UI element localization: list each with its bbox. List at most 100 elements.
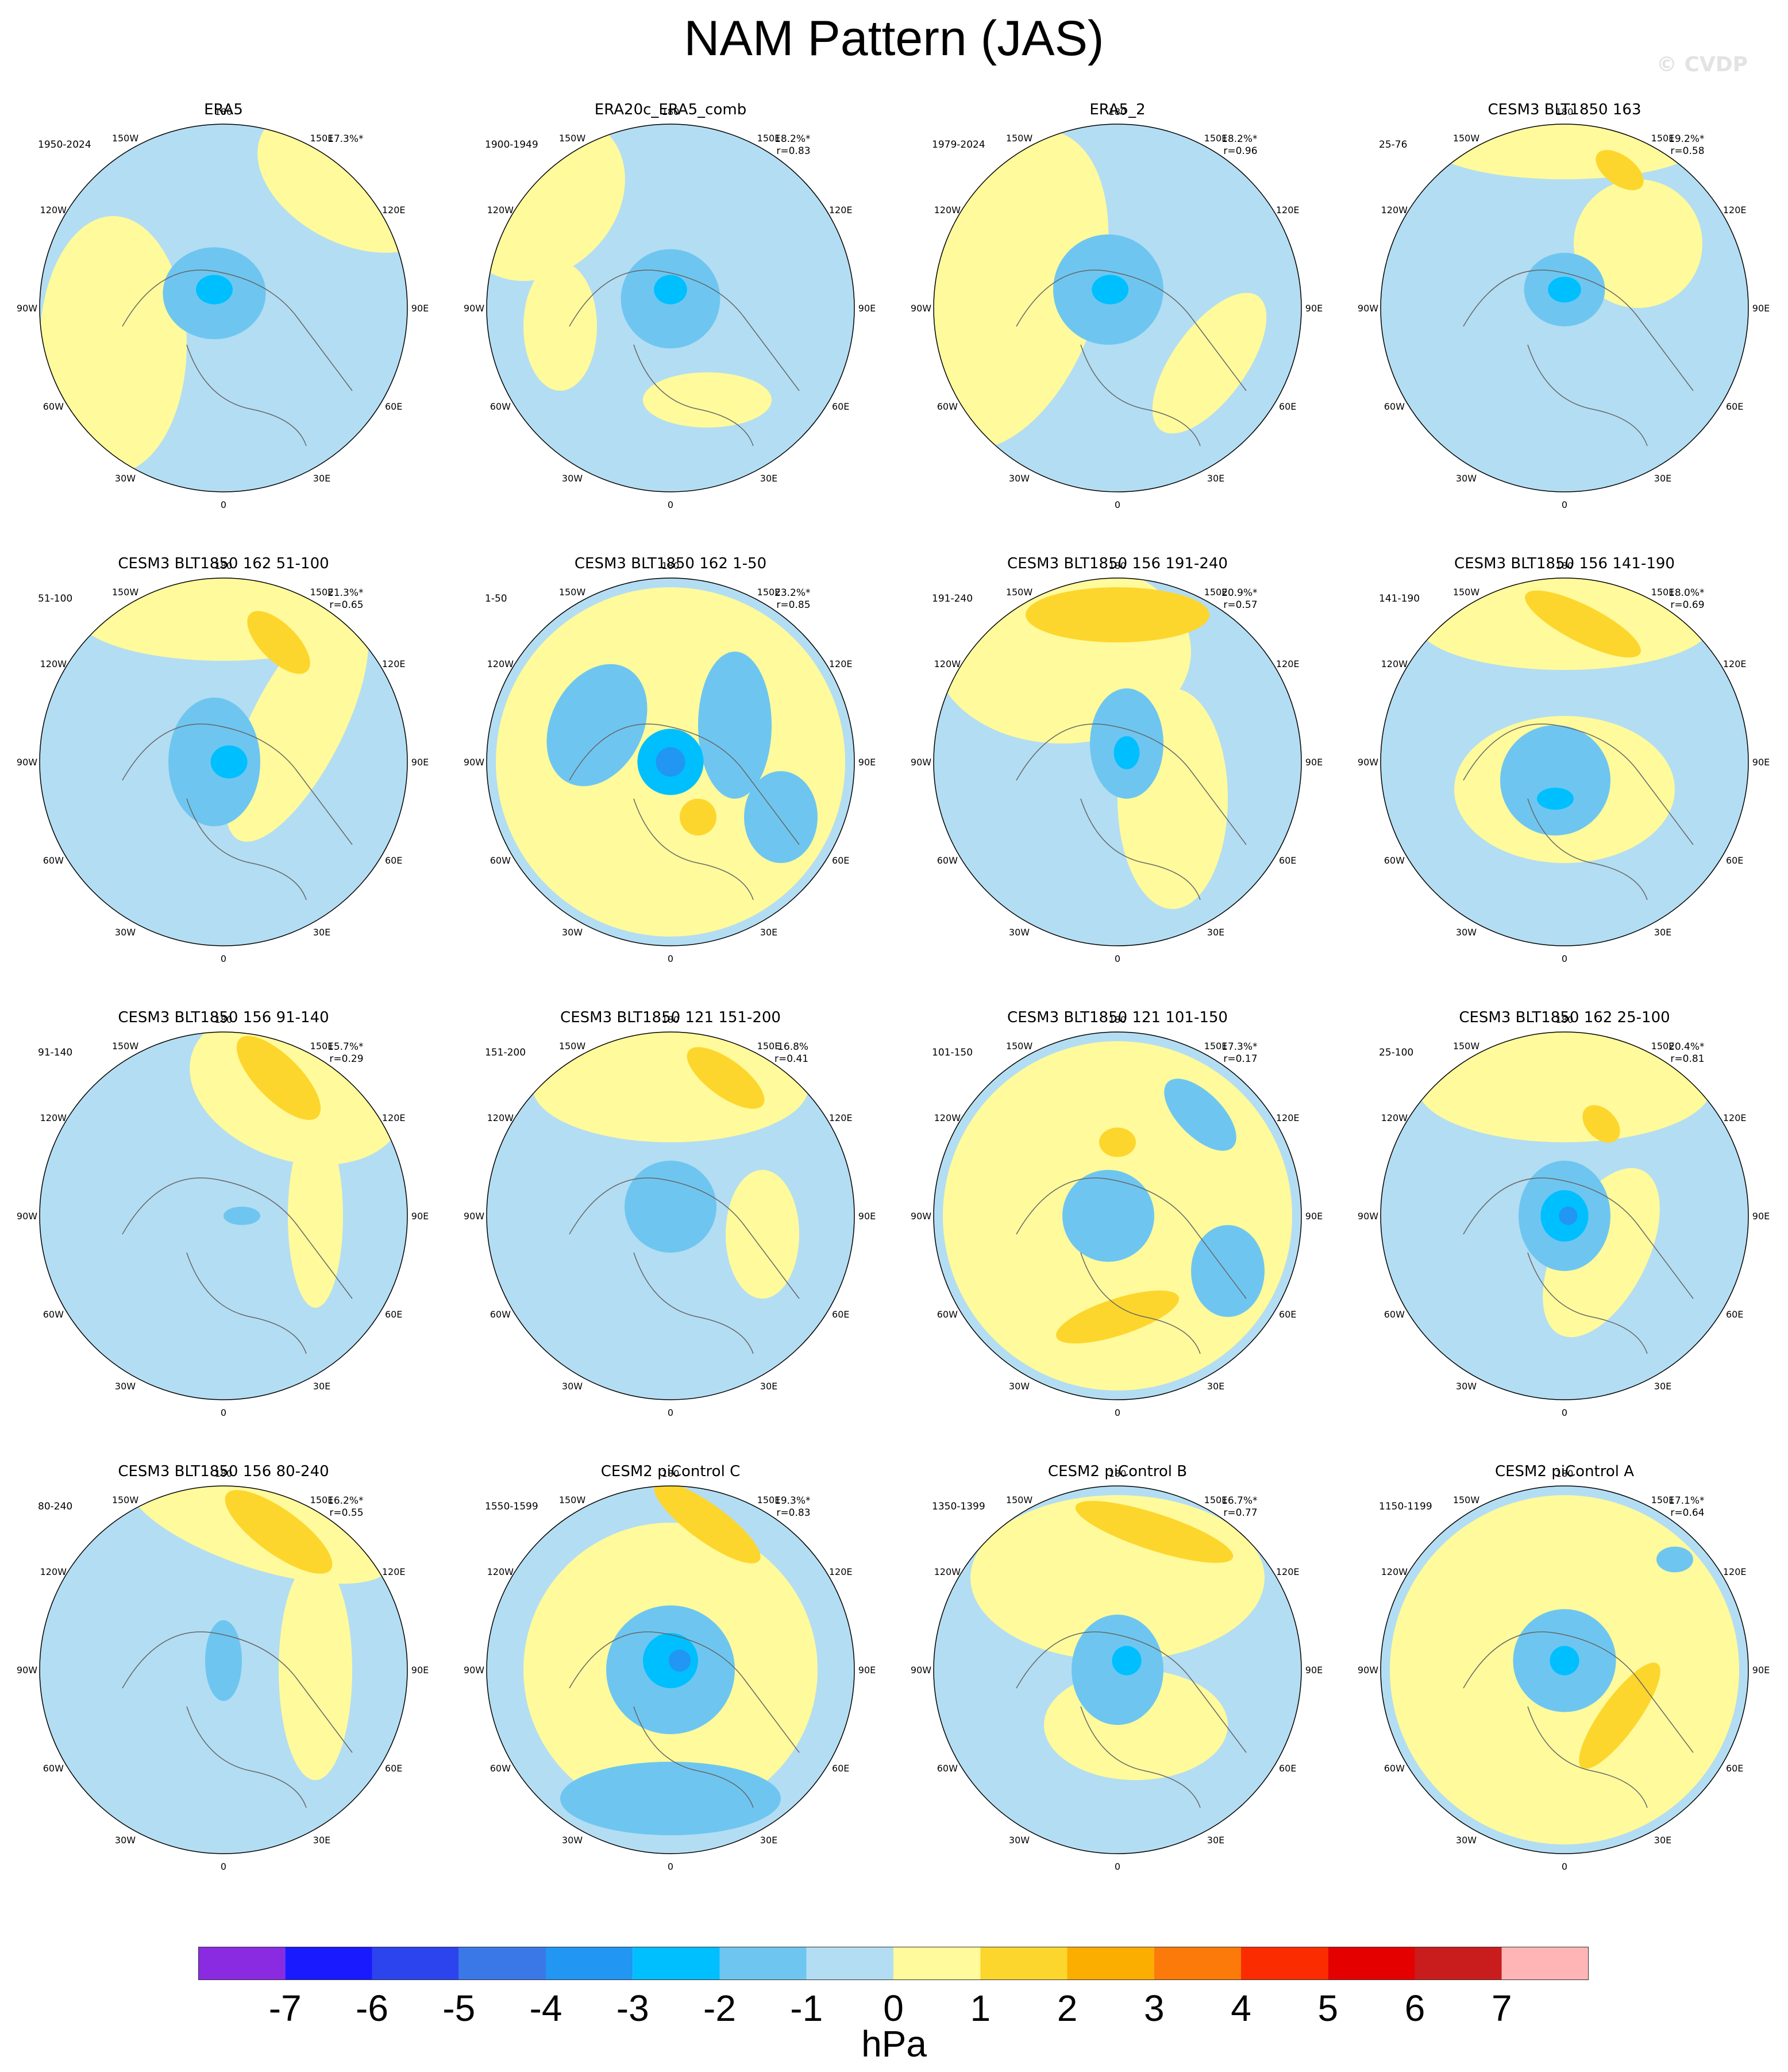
longitude-label: 30E (1654, 1381, 1671, 1392)
coastline (569, 269, 800, 446)
longitude-label: 90W (464, 303, 484, 314)
colorbar-tick-label: -7 (268, 1988, 302, 2029)
longitude-label: 60W (43, 855, 64, 866)
panel-variance-pct: 20.4%* (1668, 1041, 1705, 1053)
longitude-label: 150E (1651, 1495, 1675, 1505)
longitude-label: 60W (937, 1763, 958, 1774)
strong-positive-anomaly-region (680, 799, 716, 835)
longitude-label: 60E (1726, 1763, 1743, 1774)
longitude-label: 90W (911, 1211, 931, 1222)
negative-anomaly-region (1164, 1079, 1236, 1151)
longitude-label: 150E (1204, 587, 1228, 598)
longitude-label: 120W (1381, 205, 1408, 215)
longitude-label: 90W (17, 757, 37, 768)
longitude-label: 30E (1654, 473, 1671, 484)
panel-correlation: r=0.81 (1670, 1053, 1705, 1065)
page-title: NAM Pattern (JAS) (684, 11, 1104, 66)
colorbar-tick-label: 0 (883, 1988, 904, 2029)
panel-title: CESM3 BLT1850 156 91-140 (118, 1009, 329, 1026)
longitude-label: 150E (1651, 1041, 1675, 1052)
map-border (933, 577, 1302, 946)
longitude-label: 90E (858, 1665, 876, 1676)
longitude-label: 120E (1723, 1566, 1747, 1577)
longitude-label: 30E (1654, 927, 1671, 938)
panel-title: CESM3 BLT1850 163 (1488, 101, 1641, 118)
positive-anomaly-region (533, 1032, 808, 1142)
longitude-label: 120W (40, 658, 67, 669)
panel-variance-pct: 17.1%* (1668, 1495, 1705, 1507)
colorbar-tick-label: -3 (616, 1988, 649, 2029)
strong-negative-anomaly-region (210, 745, 248, 779)
longitude-label: 60W (43, 1309, 64, 1320)
longitude-label: 30W (1456, 1381, 1477, 1392)
longitude-label: 180 (662, 560, 680, 571)
coastline (569, 1177, 800, 1354)
colorbar-swatch (1154, 1947, 1241, 1980)
coastline (569, 1631, 800, 1808)
longitude-label: 90E (1752, 1211, 1770, 1222)
negative-anomaly-region (205, 1620, 242, 1701)
polar-map: 180 150E 120E 90E 60E 30E 0 30W 60W 90W 120W 150W (1358, 1014, 1770, 1418)
longitude-label: 90W (911, 303, 931, 314)
longitude-label: 90E (1305, 303, 1323, 314)
colorbar-swatch (458, 1947, 546, 1980)
negative-anomaly-region (546, 664, 648, 787)
panel-period: 25-100 (1379, 1047, 1414, 1058)
longitude-label: 180 (662, 106, 680, 117)
map-panel: CESM3 BLT1850 121 101-150 101-150 17.3%* r=… (894, 1009, 1341, 1463)
longitude-label: 90E (858, 1211, 876, 1222)
strong-positive-anomaly-region (1579, 1662, 1660, 1769)
panel-variance-pct: 16.7%* (1221, 1495, 1258, 1507)
polar-map: 180 150E 120E 90E 60E 30E 0 30W 60W 90W 120W 150W (17, 106, 429, 510)
longitude-label: 150W (1006, 1041, 1033, 1052)
coastline (1016, 1177, 1247, 1354)
panel-variance-pct: 18.0%* (1668, 587, 1705, 599)
panel-title: CESM3 BLT1850 162 1-50 (574, 555, 767, 572)
longitude-label: 30E (760, 473, 777, 484)
longitude-label: 150W (559, 587, 586, 598)
colorbar-tick-label: -2 (703, 1988, 736, 2029)
panel-stats: 18.2%* r=0.83 (774, 133, 811, 157)
strong-positive-anomaly-region (1596, 150, 1644, 190)
longitude-label: 0 (221, 1407, 226, 1418)
colorbar-tick-label: 2 (1057, 1988, 1078, 2029)
longitude-label: 60E (1726, 855, 1743, 866)
coastline (569, 723, 800, 900)
longitude-label: 30W (562, 1381, 583, 1392)
panel-period: 80-240 (38, 1501, 73, 1512)
panel-title: ERA20c_ERA5_comb (594, 101, 747, 118)
panel-title: CESM3 BLT1850 156 80-240 (118, 1463, 329, 1480)
longitude-label: 90W (17, 1665, 37, 1676)
panel-stats: 19.2%* r=0.58 (1668, 133, 1705, 157)
longitude-label: 150E (757, 1041, 781, 1052)
positive-anomaly-region (1543, 1168, 1660, 1338)
panel-variance-pct: 21.3%* (327, 587, 364, 599)
longitude-label: 120E (1276, 1112, 1300, 1123)
map-panel: ERA5_2 1979-2024 18.2%* r=0.96 180 150E 120E 90… (894, 101, 1341, 555)
polar-map: 180 150E 120E 90E 60E 30E 0 30W 60W 90W 120W 150W (17, 1468, 429, 1872)
longitude-label: 60W (490, 1309, 511, 1320)
panel-variance-pct: 23.2%* (774, 587, 811, 599)
longitude-label: 60E (385, 855, 402, 866)
longitude-label: 180 (1556, 106, 1574, 117)
longitude-label: 180 (662, 1014, 680, 1025)
longitude-label: 30W (1009, 1835, 1030, 1846)
negative-anomaly-region (1656, 1546, 1693, 1573)
map-border (486, 124, 855, 492)
longitude-label: 60W (490, 855, 511, 866)
panel-correlation: r=0.58 (1670, 145, 1705, 157)
longitude-label: 150E (1204, 133, 1228, 144)
longitude-label: 60W (1384, 1763, 1405, 1774)
polar-map: 180 150E 120E 90E 60E 30E 0 30W 60W 90W 120W 150W (911, 1014, 1323, 1418)
panel-stats: 16.7%* r=0.77 (1221, 1495, 1258, 1519)
longitude-label: 30E (313, 927, 330, 938)
longitude-label: 180 (1109, 560, 1127, 571)
core-negative-anomaly-region (1559, 1207, 1578, 1225)
colorbar (198, 1947, 1589, 1980)
longitude-label: 90E (1752, 757, 1770, 768)
panel-stats: 20.9%* r=0.57 (1221, 587, 1258, 611)
panel-correlation: r=0.64 (1670, 1507, 1705, 1519)
longitude-label: 30E (313, 1381, 330, 1392)
panel-correlation: r=0.29 (329, 1053, 364, 1065)
longitude-label: 30W (115, 473, 136, 484)
